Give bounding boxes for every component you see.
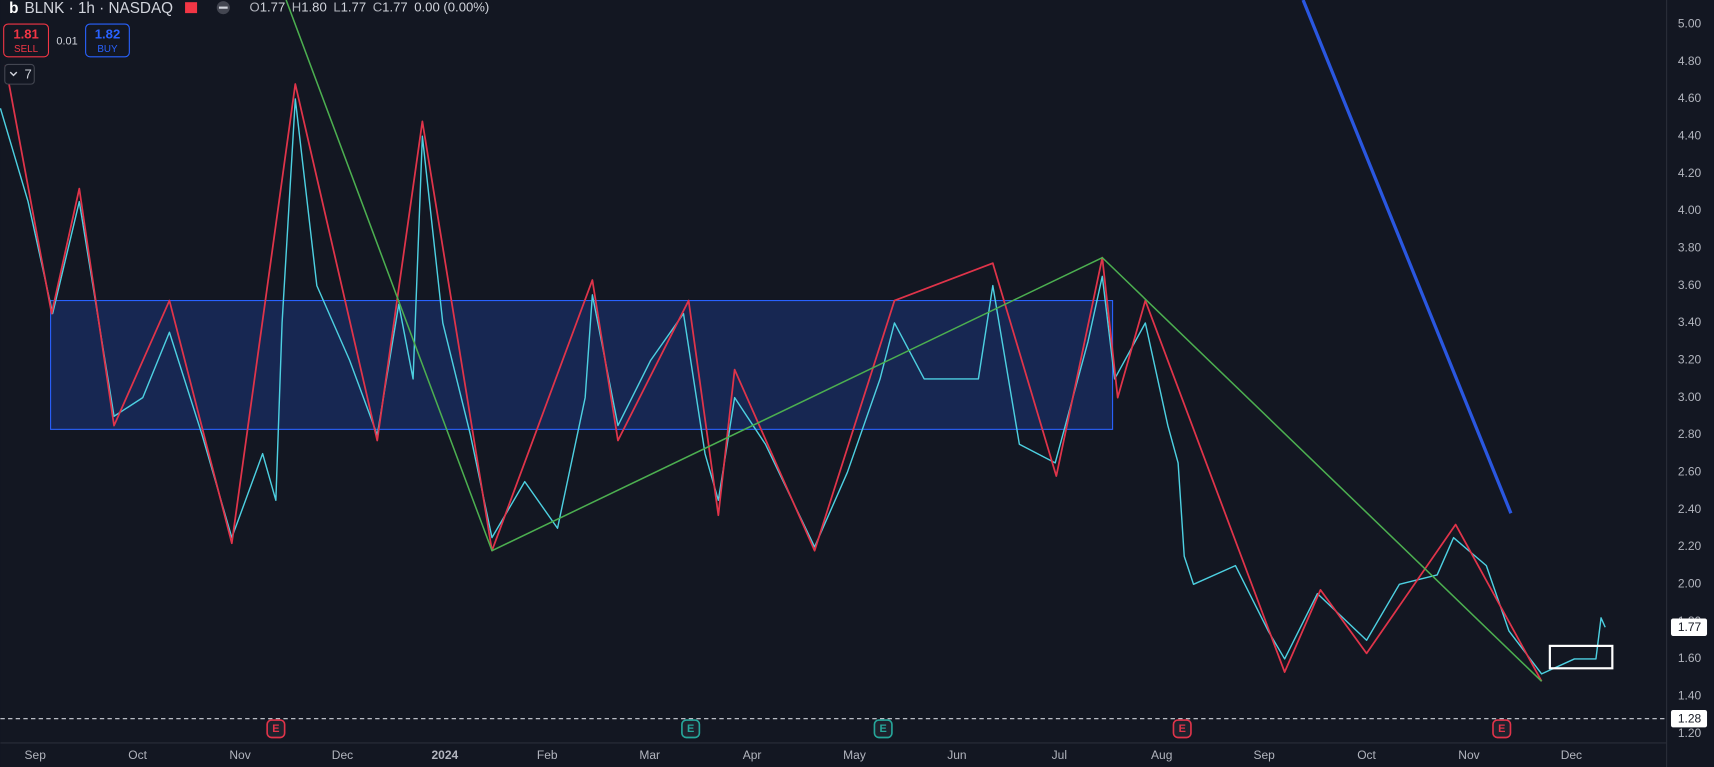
y-tick-label: 1.20 bbox=[1678, 726, 1702, 740]
trend-line bbox=[285, 0, 1543, 682]
level-label: 1.28 bbox=[1678, 711, 1702, 725]
ohlc-value: 1.77 bbox=[382, 0, 408, 15]
ohlc-value: 1.77 bbox=[260, 0, 286, 15]
ohlc-key: H bbox=[292, 0, 301, 15]
symbol[interactable]: BLNK · 1h · NASDAQ bbox=[24, 0, 173, 17]
x-tick-label: May bbox=[843, 748, 866, 762]
last-price-box bbox=[1670, 618, 1708, 636]
x-tick-label: Apr bbox=[743, 748, 762, 762]
chevron-icon bbox=[9, 71, 18, 77]
y-tick-label: 3.40 bbox=[1678, 315, 1702, 329]
indicators-toggle[interactable] bbox=[4, 63, 35, 85]
y-tick-label: 4.00 bbox=[1678, 203, 1702, 217]
earnings-badge bbox=[266, 719, 286, 739]
ohlc-value: 1.80 bbox=[301, 0, 327, 15]
range-box bbox=[50, 299, 1114, 430]
sell-button[interactable] bbox=[3, 23, 50, 58]
ohlc-key: C bbox=[373, 0, 382, 15]
sell-label: SELL bbox=[14, 44, 39, 55]
y-tick-label: 5.00 bbox=[1678, 16, 1702, 30]
hide-icon bbox=[218, 6, 228, 9]
y-tick-label: 2.40 bbox=[1678, 502, 1702, 516]
buy-price: 1.82 bbox=[95, 26, 121, 41]
spread: 0.01 bbox=[56, 35, 77, 47]
earnings-badge bbox=[873, 719, 893, 739]
y-tick-label: 2.00 bbox=[1678, 576, 1702, 590]
x-tick-label: Jul bbox=[1052, 748, 1067, 762]
x-tick-label: Aug bbox=[1151, 748, 1172, 762]
x-tick-label: Dec bbox=[1561, 748, 1582, 762]
y-tick-label: 4.40 bbox=[1678, 128, 1702, 142]
y-tick-label: 4.80 bbox=[1678, 54, 1702, 68]
x-tick-label: Nov bbox=[229, 748, 250, 762]
level-label-box bbox=[1670, 709, 1708, 728]
ohlc-key: O bbox=[250, 0, 260, 15]
y-tick-label: 3.20 bbox=[1678, 352, 1702, 366]
header: b BLNK · 1h · NASDAQ O1.77 H1.80 L1.77 C1.7… bbox=[3, 0, 490, 85]
logo: b bbox=[9, 0, 18, 17]
x-tick-label: Jun bbox=[947, 748, 966, 762]
y-tick-label: 3.60 bbox=[1678, 278, 1702, 292]
earnings-marker[interactable]: E bbox=[1172, 719, 1192, 739]
x-tick-label: Sep bbox=[25, 748, 47, 762]
buy-label: BUY bbox=[97, 44, 118, 55]
y-tick-label: 4.60 bbox=[1678, 91, 1702, 105]
earnings-label: E bbox=[272, 723, 279, 735]
ohlc-value: 1.77 bbox=[341, 0, 367, 15]
earnings-marker[interactable]: E bbox=[1492, 719, 1512, 739]
y-tick-label: 1.40 bbox=[1678, 688, 1702, 702]
x-tick-label: Sep bbox=[1253, 748, 1275, 762]
y-tick-label: 2.20 bbox=[1678, 539, 1702, 553]
earnings-label: E bbox=[1498, 723, 1505, 735]
y-tick-label: 4.20 bbox=[1678, 166, 1702, 180]
earnings-badge bbox=[681, 719, 701, 739]
flag-icon[interactable] bbox=[185, 2, 198, 14]
earnings-label: E bbox=[1179, 723, 1186, 735]
x-tick-label: Oct bbox=[128, 748, 147, 762]
x-tick-label: Dec bbox=[332, 748, 353, 762]
ray-line bbox=[1301, 0, 1513, 514]
x-tick-label: 2024 bbox=[432, 748, 459, 762]
x-tick-label: Feb bbox=[537, 748, 558, 762]
y-tick-label: 3.80 bbox=[1678, 240, 1702, 254]
y-tick-label: 2.80 bbox=[1678, 427, 1702, 441]
last-price-label: 1.77 bbox=[1678, 620, 1702, 634]
buy-button[interactable] bbox=[85, 23, 130, 58]
earnings-label: E bbox=[880, 723, 887, 735]
y-tick-label: 2.60 bbox=[1678, 464, 1702, 478]
y-tick-label: 3.00 bbox=[1678, 390, 1702, 404]
x-tick-label: Oct bbox=[1357, 748, 1376, 762]
earnings-marker[interactable]: E bbox=[266, 719, 286, 739]
y-tick-label: 1.60 bbox=[1678, 651, 1702, 665]
marker-box bbox=[1548, 644, 1614, 670]
zigzag-line bbox=[4, 65, 1543, 682]
change: 0.00 (0.00%) bbox=[414, 0, 489, 15]
x-tick-label: Nov bbox=[1458, 748, 1479, 762]
earnings-badge bbox=[1492, 719, 1512, 739]
x-tick-label: Mar bbox=[639, 748, 660, 762]
ohlc-key: L bbox=[333, 0, 340, 15]
earnings-marker[interactable]: E bbox=[873, 719, 893, 739]
earnings-marker[interactable]: E bbox=[681, 719, 701, 739]
indicators-count: 7 bbox=[24, 66, 31, 81]
ohlc-values: O1.77 H1.80 L1.77 C1.77 0.00 (0.00%) bbox=[250, 0, 490, 15]
earnings-label: E bbox=[687, 723, 694, 735]
sell-price: 1.81 bbox=[13, 26, 39, 41]
earnings-badge bbox=[1172, 719, 1192, 739]
